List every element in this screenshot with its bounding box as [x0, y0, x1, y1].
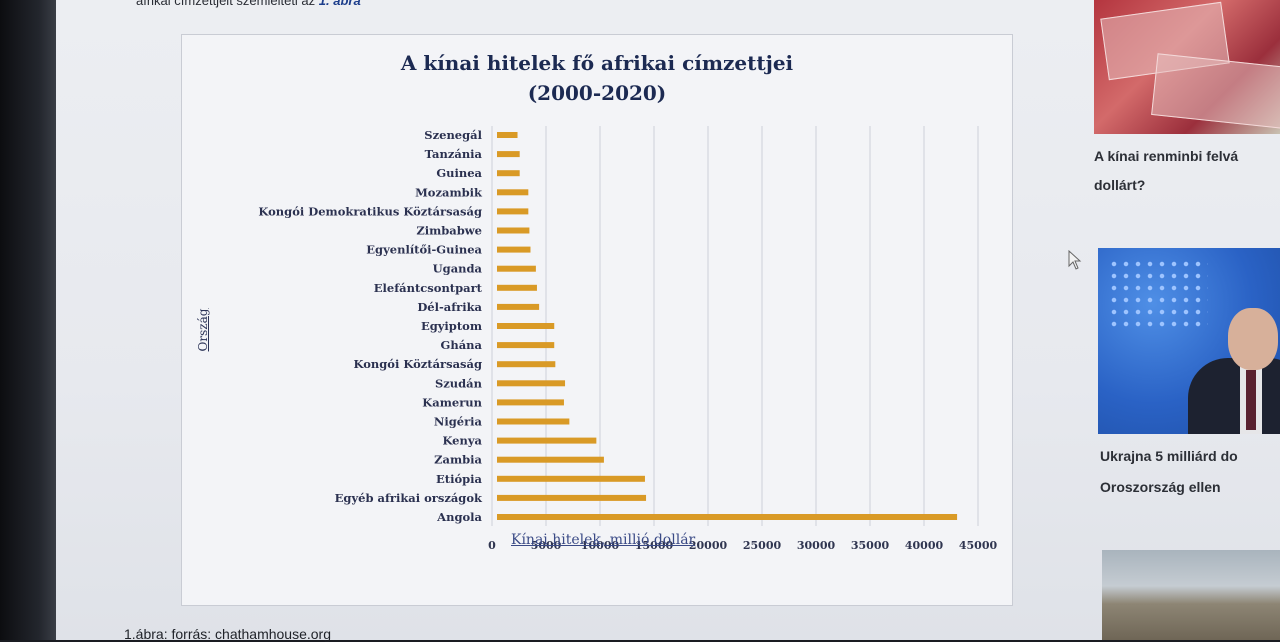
category-label: Egyenlítői-Guinea: [366, 243, 482, 257]
figure-caption: 1.ábra: forrás: chathamhouse.org: [124, 626, 332, 642]
bar: [497, 208, 529, 215]
x-tick-label: 30000: [797, 539, 836, 552]
bar: [497, 475, 645, 482]
x-axis-title: Kínai hitelek, millió dollár: [511, 532, 696, 548]
bar: [497, 494, 647, 501]
category-label: Szudán: [435, 376, 483, 390]
bar: [497, 456, 604, 463]
category-label: Zambia: [434, 453, 482, 467]
category-label: Kamerun: [422, 395, 482, 409]
related-article-2-title[interactable]: Ukrajna 5 milliárd do: [1100, 448, 1238, 464]
x-tick-label: 15000: [635, 539, 674, 552]
bar: [497, 189, 529, 196]
bar: [497, 399, 564, 406]
speaker-figure: [1188, 308, 1280, 434]
category-label: Mozambik: [415, 185, 483, 199]
bar: [497, 132, 518, 138]
monitor-bezel: [0, 0, 56, 640]
bar-chart: Szenegál Tanzánia Guinea Mozambik Kongói Dem…: [258, 126, 998, 552]
category-label: Kenya: [442, 434, 482, 448]
intro-text: afrikai címzettjeit szemlélteti az 1. áb…: [136, 0, 361, 8]
bar: [497, 151, 520, 158]
chart-figure: A kínai hitelek fő afrikai címzettjei (2…: [181, 34, 1013, 606]
bar: [497, 437, 597, 444]
mouse-cursor-icon: [1068, 250, 1082, 270]
x-tick-label: 0: [488, 539, 496, 552]
category-label: Guinea: [436, 166, 482, 180]
x-tick-label: 25000: [743, 539, 782, 552]
related-articles-sidebar: A kínai renminbi felvá dollárt? Ukrajna …: [1090, 0, 1280, 640]
article-page: afrikai címzettjeit szemlélteti az 1. áb…: [56, 0, 1280, 642]
category-label: Szenegál: [424, 128, 482, 142]
category-label: Egyéb afrikai országok: [335, 491, 483, 505]
related-article-1-title[interactable]: A kínai renminbi felvá: [1094, 148, 1239, 164]
bar: [497, 380, 566, 387]
related-article-2-title-cont[interactable]: Oroszország ellen: [1100, 479, 1221, 495]
category-label: Tanzánia: [425, 147, 483, 161]
category-label: Zimbabwe: [416, 224, 482, 238]
category-label: Elefántcsontpart: [374, 281, 483, 295]
bar: [497, 265, 536, 272]
category-label: Dél-afrika: [417, 300, 482, 314]
bar: [497, 361, 556, 368]
y-axis-title: Ország: [196, 308, 210, 352]
x-tick-label: 20000: [689, 539, 728, 552]
bar: [497, 246, 531, 253]
category-label: Etiópia: [436, 472, 483, 486]
category-label: Uganda: [433, 262, 483, 276]
x-tick-label: 5000: [531, 539, 562, 552]
x-tick-label: 35000: [851, 539, 890, 552]
bar: [497, 342, 555, 349]
bar: [497, 514, 958, 520]
x-tick-label: 10000: [581, 539, 620, 552]
category-label: Egyiptom: [421, 319, 482, 333]
x-tick-label: 45000: [959, 539, 998, 552]
figure-reference-link[interactable]: 1. ábra: [318, 0, 361, 8]
category-label: Angola: [436, 510, 482, 524]
background-pattern: [1108, 258, 1208, 328]
chart-subtitle: (2000-2020): [527, 81, 667, 105]
bar: [497, 418, 570, 425]
bar: [497, 303, 540, 310]
bar: [497, 227, 530, 234]
category-label: Kongói Köztársaság: [353, 357, 482, 371]
bar: [497, 323, 555, 329]
related-article-1-title-cont[interactable]: dollárt?: [1094, 177, 1146, 193]
x-tick-label: 40000: [905, 539, 944, 552]
money-thumbnail[interactable]: [1094, 0, 1280, 134]
banknote-shape: [1151, 53, 1280, 129]
chart-title: A kínai hitelek fő afrikai címzettjei: [400, 51, 794, 75]
landscape-thumbnail[interactable]: [1102, 550, 1280, 640]
bar: [497, 284, 537, 291]
press-conference-thumbnail[interactable]: [1098, 248, 1280, 434]
category-label: Ghána: [441, 338, 483, 352]
category-label: Kongói Demokratikus Köztársaság: [258, 204, 482, 218]
category-label: Nigéria: [434, 415, 483, 429]
bar: [497, 170, 520, 177]
